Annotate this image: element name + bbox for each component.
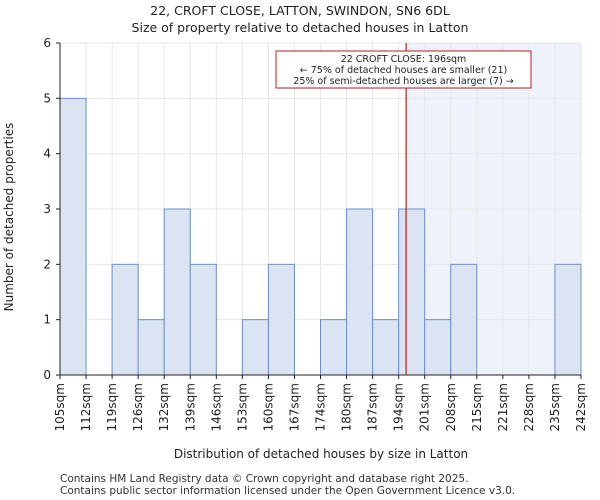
- y-tick-label: 5: [43, 91, 51, 105]
- annotation-text-line: 22 CROFT CLOSE: 196sqm: [341, 54, 467, 65]
- annotation-text-line: 25% of semi-detached houses are larger (…: [293, 76, 513, 87]
- x-tick-label: 167sqm: [287, 383, 301, 431]
- y-tick-label: 1: [43, 313, 51, 327]
- x-tick-label: 215sqm: [470, 383, 484, 431]
- x-tick-label: 112sqm: [79, 383, 93, 431]
- x-tick-label: 160sqm: [261, 383, 275, 431]
- y-tick-label: 6: [43, 36, 51, 50]
- annotation-box: [275, 50, 532, 89]
- annotation-text-line: ← 75% of detached houses are smaller (21…: [300, 65, 507, 76]
- histogram-bar: [424, 319, 452, 376]
- x-tick-label: 235sqm: [548, 383, 562, 431]
- histogram-chart: 22 CROFT CLOSE: 196sqm← 75% of detached …: [2, 36, 588, 461]
- histogram-bar: [450, 263, 478, 376]
- chart-title: 22, CROFT CLOSE, LATTON, SWINDON, SN6 6D…: [150, 3, 450, 18]
- histogram-bar: [189, 263, 217, 376]
- y-axis-label: Number of detached properties: [2, 123, 16, 312]
- x-tick-label: 194sqm: [392, 383, 406, 431]
- histogram-bar: [372, 319, 400, 376]
- histogram-bar: [241, 319, 269, 376]
- x-tick-label: 153sqm: [235, 383, 249, 431]
- x-tick-label: 221sqm: [496, 383, 510, 431]
- chart-subtitle: Size of property relative to detached ho…: [131, 20, 469, 35]
- x-tick-label: 126sqm: [131, 383, 145, 431]
- histogram-bar: [59, 97, 87, 376]
- histogram-bar: [111, 263, 139, 376]
- histogram-bar: [163, 208, 191, 376]
- x-tick-label: 146sqm: [209, 383, 223, 431]
- x-tick-label: 187sqm: [366, 383, 380, 431]
- x-tick-label: 208sqm: [444, 383, 458, 431]
- x-tick-label: 105sqm: [53, 383, 67, 431]
- histogram-bar: [554, 263, 582, 376]
- histogram-bar: [267, 263, 295, 376]
- x-tick-label: 139sqm: [183, 383, 197, 431]
- y-tick-label: 0: [43, 368, 51, 382]
- histogram-bar: [320, 319, 348, 376]
- footer-line-1: Contains HM Land Registry data © Crown c…: [60, 473, 469, 485]
- x-tick-label: 201sqm: [418, 383, 432, 431]
- x-tick-label: 228sqm: [522, 383, 536, 431]
- x-axis-label: Distribution of detached houses by size …: [174, 447, 468, 461]
- x-tick-label: 180sqm: [340, 383, 354, 431]
- histogram-bar: [398, 208, 426, 376]
- x-tick-label: 119sqm: [105, 383, 119, 431]
- histogram-bar: [137, 319, 165, 376]
- y-tick-label: 2: [43, 257, 51, 271]
- histogram-bar: [346, 208, 374, 376]
- y-tick-label: 3: [43, 202, 51, 216]
- y-tick-label: 4: [43, 147, 51, 161]
- x-tick-label: 242sqm: [574, 383, 588, 431]
- x-tick-label: 132sqm: [157, 383, 171, 431]
- footer-line-2: Contains public sector information licen…: [60, 485, 516, 497]
- x-tick-label: 174sqm: [314, 383, 328, 431]
